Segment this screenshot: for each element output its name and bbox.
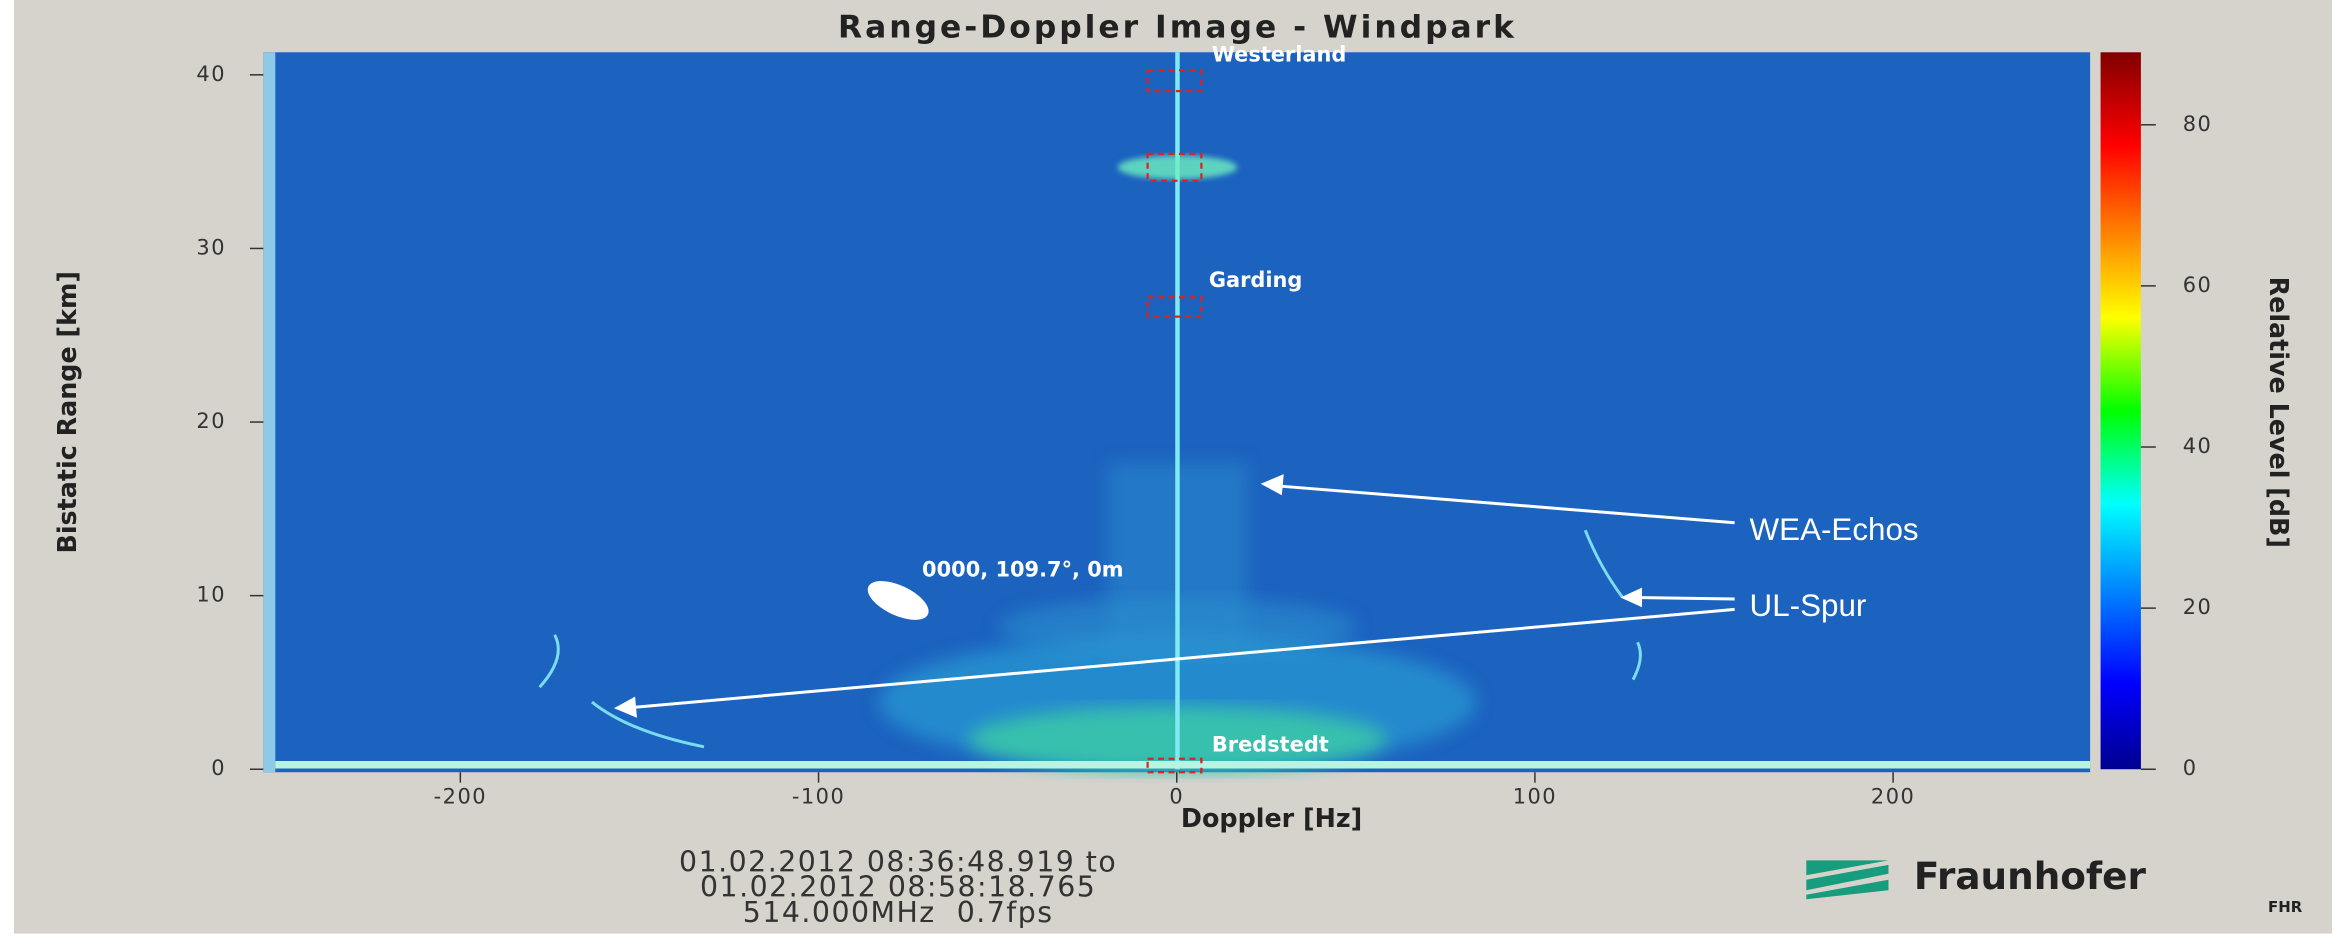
x-axis-label: Doppler [Hz]: [1181, 803, 1362, 833]
y-tick-label: 20: [196, 409, 226, 433]
place-label: Westerland: [1212, 42, 1347, 66]
heatmap: [263, 52, 2090, 772]
colorbar: [2101, 52, 2141, 769]
logo-subtext: FHR: [2268, 898, 2303, 916]
annotation: UL-Spur: [1750, 588, 1867, 623]
colorbar-label: Relative Level [dB]: [2264, 277, 2294, 548]
x-tick-label: 100: [1513, 785, 1557, 809]
colorbar-tick-label: 40: [2183, 434, 2213, 458]
x-tick-label: -200: [434, 785, 487, 809]
place-label: Bredstedt: [1212, 732, 1329, 756]
colorbar-tick-label: 0: [2183, 756, 2198, 780]
colorbar-tick-label: 20: [2183, 595, 2213, 619]
y-tick-label: 30: [196, 235, 226, 259]
x-tick-label: 200: [1871, 785, 1915, 809]
y-tick-label: 0: [211, 756, 226, 780]
chart-title: Range-Doppler Image - Windpark: [838, 9, 1517, 45]
y-tick-label: 10: [196, 583, 226, 607]
x-tick-label: 0: [1169, 785, 1184, 809]
footer-line: 514.000MHz 0.7fps: [743, 896, 1054, 929]
place-label: Garding: [1209, 268, 1303, 292]
target-label: 0000, 109.7°, 0m: [922, 558, 1124, 582]
colorbar-tick-label: 80: [2183, 112, 2213, 136]
y-axis-label: Bistatic Range [km]: [52, 271, 82, 554]
x-tick-label: -100: [792, 785, 845, 809]
annotation: WEA-Echos: [1750, 512, 1919, 547]
colorbar-tick-label: 60: [2183, 273, 2213, 297]
logo-text: Fraunhofer: [1914, 854, 2147, 898]
y-tick-label: 40: [196, 62, 226, 86]
screenshot: Range-Doppler Image - Windpark Doppler […: [0, 0, 2346, 944]
